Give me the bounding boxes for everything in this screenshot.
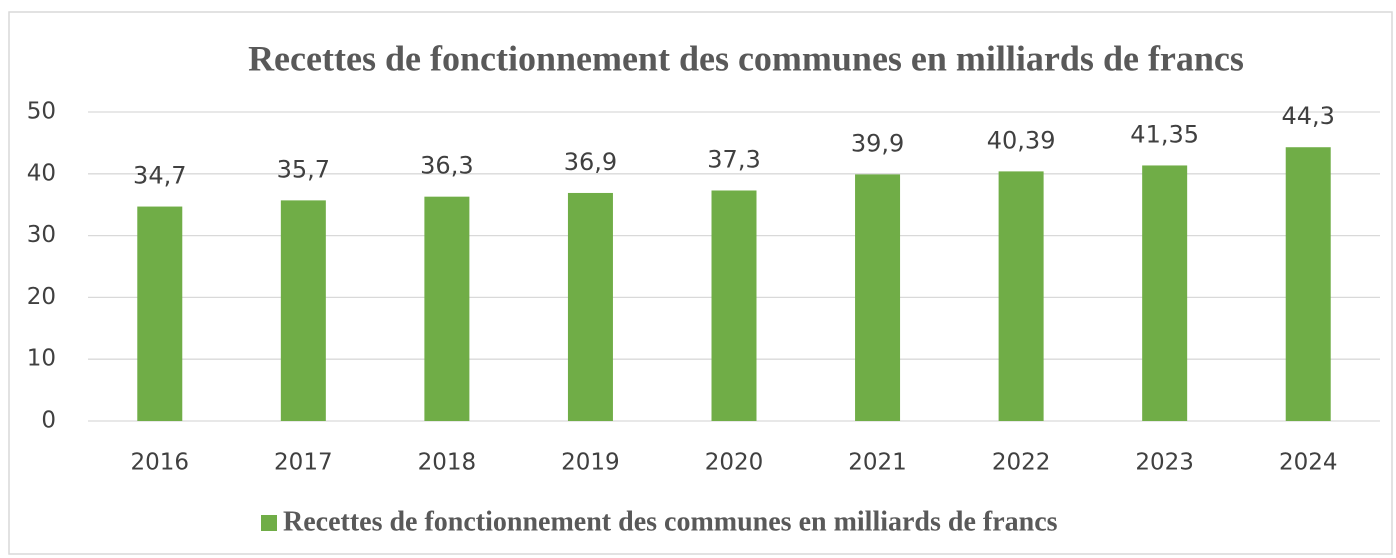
bar — [1142, 165, 1188, 421]
bar — [137, 206, 183, 421]
legend-swatch — [261, 515, 277, 531]
bar — [711, 190, 757, 421]
x-tick-label: 2024 — [1279, 450, 1338, 476]
legend-label: Recettes de fonctionnement des communes … — [283, 506, 1058, 537]
bar — [567, 192, 613, 421]
data-label: 40,39 — [987, 126, 1056, 154]
bar — [424, 196, 470, 421]
data-label: 39,9 — [851, 129, 904, 157]
bar — [280, 200, 326, 421]
y-tick-label: 50 — [27, 99, 56, 125]
bar — [1285, 147, 1331, 421]
bar — [855, 174, 901, 421]
y-tick-label: 40 — [27, 160, 56, 186]
x-tick-label: 2017 — [274, 450, 333, 476]
y-tick-label: 30 — [27, 222, 56, 248]
data-label: 44,3 — [1282, 102, 1335, 130]
x-tick-label: 2023 — [1135, 450, 1194, 476]
data-label: 36,9 — [564, 148, 617, 176]
x-tick-label: 2018 — [418, 450, 477, 476]
y-tick-label: 10 — [27, 346, 56, 372]
bar — [998, 171, 1044, 421]
data-label: 35,7 — [277, 155, 330, 183]
x-tick-label: 2020 — [705, 450, 764, 476]
chart-title: Recettes de fonctionnement des communes … — [248, 38, 1244, 78]
data-label: 41,35 — [1130, 120, 1199, 148]
x-tick-label: 2019 — [561, 450, 620, 476]
x-tick-label: 2016 — [131, 450, 190, 476]
data-label: 36,3 — [420, 152, 473, 180]
x-tick-label: 2022 — [992, 450, 1051, 476]
x-tick-label: 2021 — [848, 450, 907, 476]
data-label: 34,7 — [133, 162, 186, 190]
data-label: 37,3 — [707, 145, 760, 173]
y-tick-label: 0 — [41, 408, 56, 434]
y-tick-label: 20 — [27, 284, 56, 310]
